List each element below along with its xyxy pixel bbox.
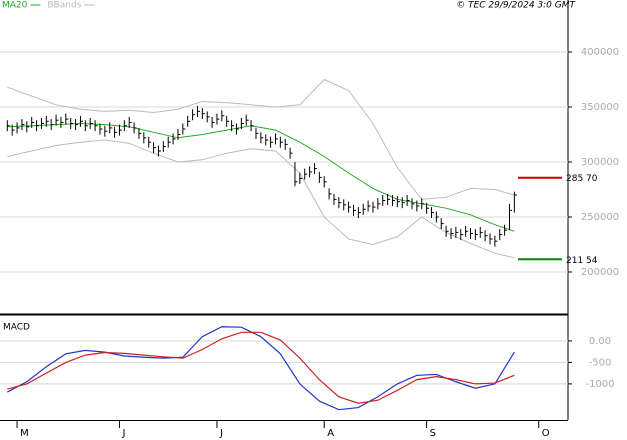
x-tick-label: O [542, 428, 550, 439]
series-line [7, 326, 515, 411]
y-tick-label: 300000 [581, 157, 619, 168]
legend-label: MA20 [2, 1, 28, 11]
y-tick-label: 250000 [581, 212, 619, 223]
level-label: 211 54 [566, 256, 598, 266]
level-label: 285 70 [566, 174, 598, 184]
series-line [7, 331, 515, 404]
band-lower [7, 139, 515, 259]
legend-label: BBands [47, 1, 81, 11]
x-tick-label: J [219, 428, 223, 439]
x-tick-label: M [20, 428, 29, 439]
panel-title: MACD [3, 323, 30, 333]
y-tick-label: 0.00 [589, 336, 611, 347]
x-tick-label: J [121, 428, 125, 439]
x-tick-label: A [327, 428, 334, 439]
series-line [7, 123, 515, 232]
x-tick-label: S [430, 428, 436, 439]
series-line [7, 78, 515, 200]
y-tick-label: 200000 [581, 267, 619, 278]
credit: © TEC 29/9/2024 3:0 GMT [456, 1, 576, 11]
y-tick-label: -500 [589, 357, 612, 368]
y-tick-label: 350000 [581, 102, 619, 113]
y-tick-label: 400000 [581, 47, 619, 58]
y-tick-label: -1000 [585, 379, 614, 390]
